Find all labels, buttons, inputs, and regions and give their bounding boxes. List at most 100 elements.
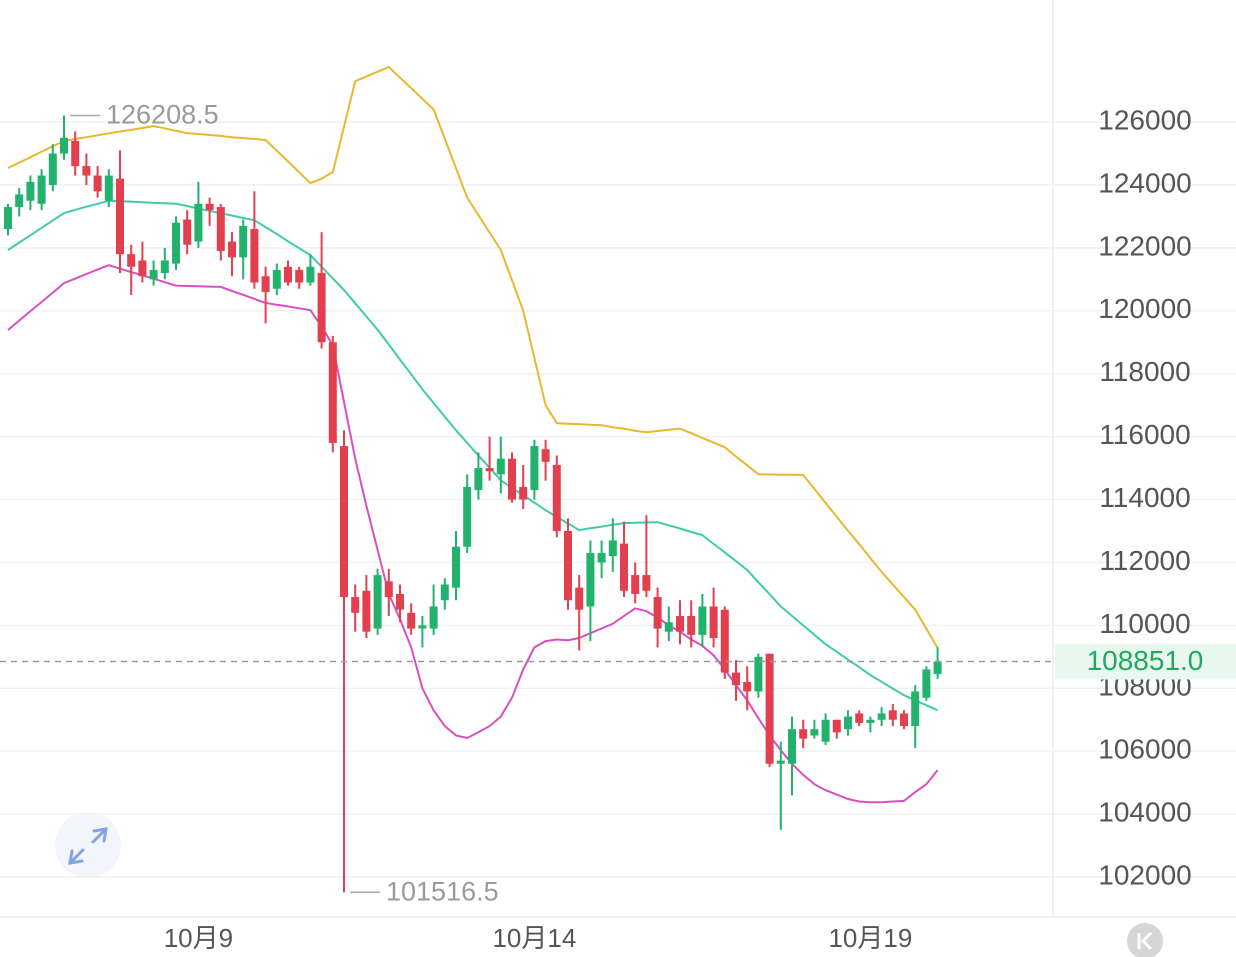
y-tick-label: 122000 (1098, 230, 1191, 261)
candle-body (82, 166, 91, 176)
grid-layer (0, 121, 1236, 878)
candle-body (93, 175, 102, 192)
candle-body (642, 575, 651, 591)
candle-body (317, 273, 326, 343)
candle-body (508, 458, 516, 500)
candle-body (160, 260, 169, 274)
y-tick-label: 114000 (1099, 482, 1190, 513)
candle-body (4, 206, 12, 230)
candle-body (911, 691, 920, 727)
candle-body (26, 181, 35, 201)
y-tick-label: 112000 (1099, 545, 1190, 576)
candle-body (776, 760, 785, 764)
candle-body (541, 449, 550, 462)
candle-body (922, 669, 931, 698)
candle-body (440, 584, 449, 601)
band-line (7, 199, 939, 712)
candle-body (149, 269, 158, 280)
low-annotation: 101516.5 (386, 876, 499, 906)
candle-body (205, 203, 214, 211)
candle-body (519, 486, 528, 500)
candle-body (664, 622, 673, 632)
candle-body (810, 729, 819, 736)
candle-body (429, 606, 438, 629)
y-tick-label: 116000 (1099, 419, 1190, 450)
collapse-button[interactable] (1127, 923, 1163, 957)
candle-body (485, 468, 494, 472)
candle-body (452, 546, 460, 588)
y-tick-label: 104000 (1098, 797, 1191, 828)
y-tick-label: 118000 (1099, 356, 1190, 387)
candle-body (116, 178, 124, 255)
candle-body (821, 719, 830, 742)
x-tick-label: 10月19 (828, 923, 912, 953)
candle-body (183, 219, 192, 245)
x-tick-label: 10月9 (164, 923, 233, 953)
candle-body (720, 609, 729, 673)
candle-body (564, 531, 572, 601)
candle-body (530, 446, 539, 491)
candle-body (877, 713, 886, 720)
candle-body (284, 266, 292, 283)
candle-body (620, 543, 628, 591)
candle-body (418, 625, 427, 629)
candle-body (15, 194, 24, 207)
candle-body (71, 140, 80, 167)
candle-body (597, 553, 606, 563)
candle-body (384, 581, 393, 598)
candle-body (37, 175, 46, 204)
candle-body (306, 266, 315, 283)
candle-body (407, 612, 416, 629)
candle-body (575, 587, 584, 610)
candle-body (900, 713, 908, 727)
candle-body (765, 653, 774, 764)
candle-body (250, 229, 259, 283)
last-price-label: 108851.0 (1087, 645, 1204, 676)
candle-body (228, 241, 236, 258)
candle-body (631, 575, 640, 594)
high-annotation: 126208.5 (106, 100, 219, 130)
candle-body (373, 575, 382, 629)
candle-body (474, 468, 483, 491)
candle-body (194, 203, 203, 242)
candle-body (60, 137, 68, 154)
candle-body (295, 269, 304, 283)
candle-body (676, 615, 684, 632)
candle-body (653, 597, 662, 629)
candle-body (844, 716, 852, 730)
expand-icon[interactable] (68, 827, 108, 865)
candle-body (340, 446, 348, 598)
candle-body (351, 597, 360, 613)
last-price-tag (1055, 643, 1236, 680)
candle-body (888, 710, 897, 720)
candle-body (496, 458, 505, 475)
candle-body (866, 719, 875, 723)
candle-body (172, 222, 180, 264)
candle-body (788, 729, 796, 764)
y-tick-label: 106000 (1098, 734, 1191, 765)
candle-body (396, 593, 404, 610)
candle-body (855, 713, 864, 723)
candle-body (608, 540, 617, 557)
y-tick-label: 126000 (1098, 104, 1191, 135)
candle-body (799, 729, 808, 739)
expand-button[interactable] (55, 812, 121, 878)
candle-body (743, 682, 752, 692)
band-line (7, 264, 939, 804)
candle-body (216, 206, 225, 252)
candle-body (832, 719, 841, 733)
expand-button-bg[interactable] (55, 812, 121, 878)
candle-body (48, 153, 57, 185)
candle-body (272, 269, 281, 289)
candle-body (127, 254, 136, 267)
candle-body (687, 615, 696, 635)
candle-body (586, 553, 595, 607)
collapse-icon[interactable] (1137, 931, 1153, 951)
candle-body (328, 342, 337, 443)
candle-body (362, 590, 371, 632)
candle-body (463, 486, 472, 547)
candle-body (261, 276, 270, 292)
candle-body (104, 175, 113, 201)
